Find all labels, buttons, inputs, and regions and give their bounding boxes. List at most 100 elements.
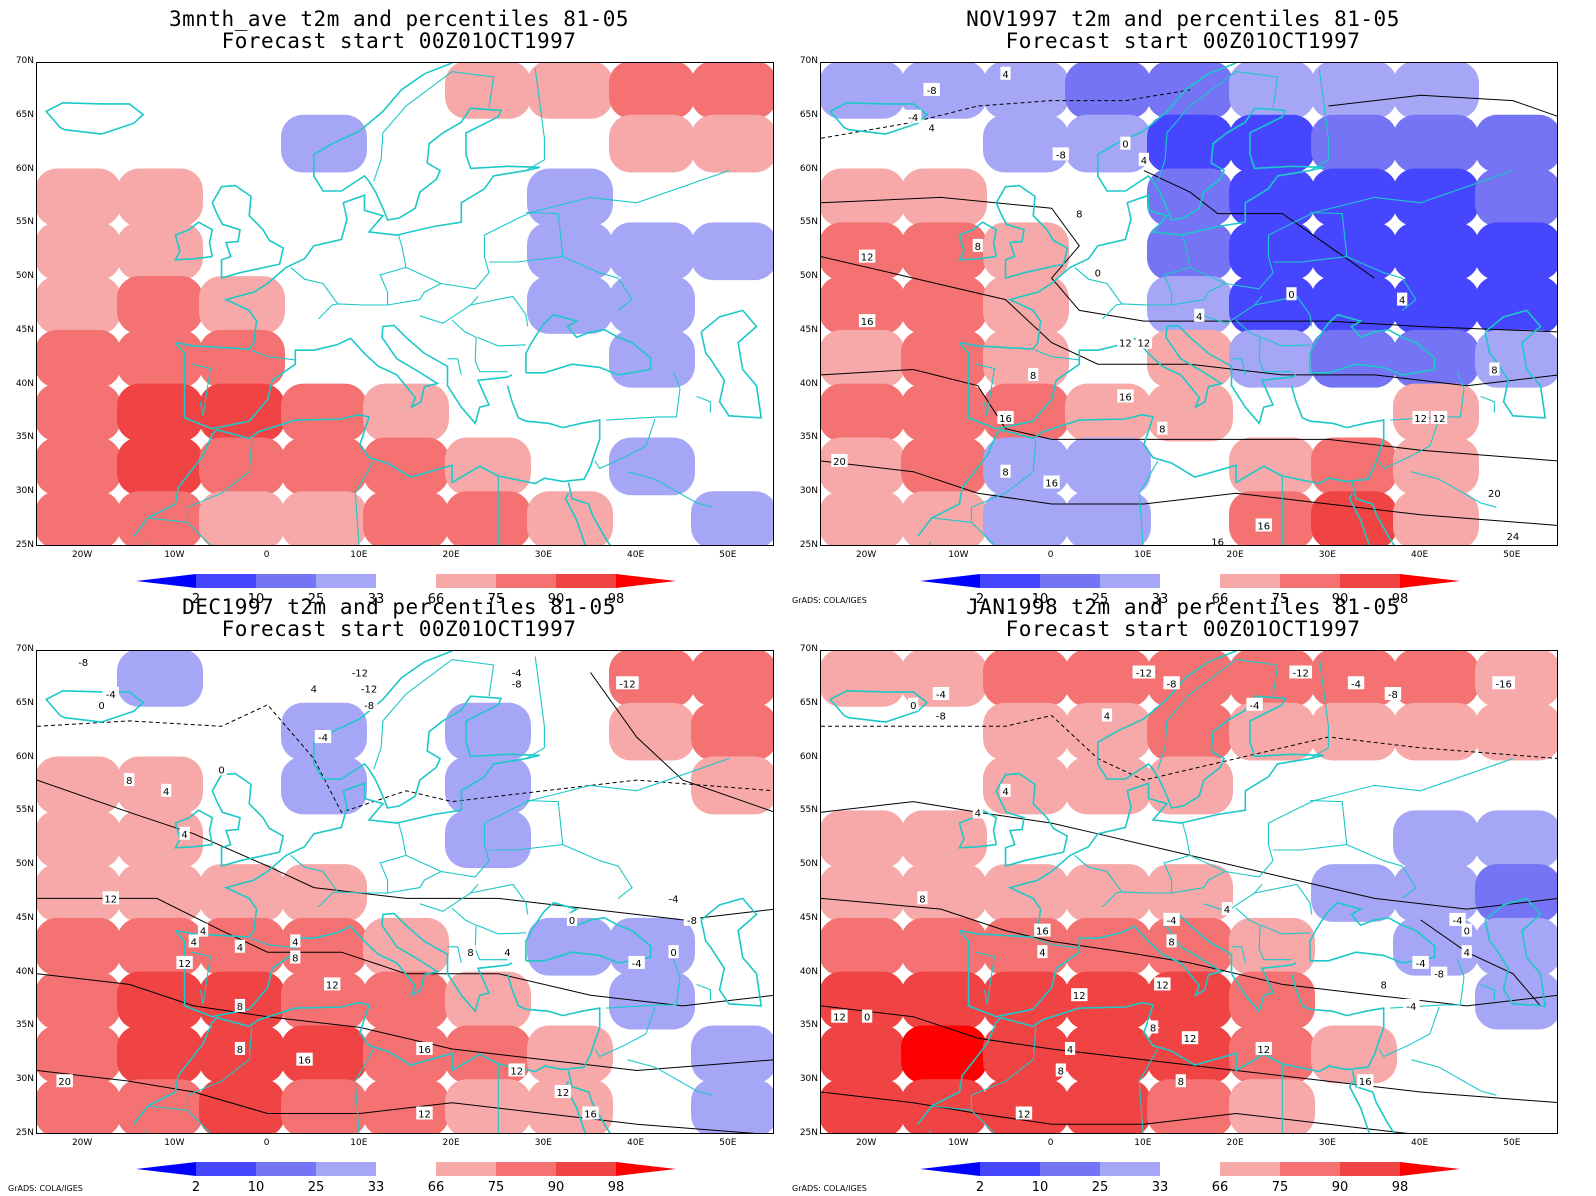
svg-text:8: 8 bbox=[1178, 1077, 1184, 1088]
colorbar-swatch bbox=[920, 574, 980, 588]
coastline bbox=[828, 101, 929, 135]
percentile-patch bbox=[445, 491, 531, 545]
svg-text:12: 12 bbox=[104, 894, 117, 905]
percentile-patch bbox=[1147, 1025, 1233, 1084]
svg-text:12: 12 bbox=[861, 253, 874, 264]
country-border bbox=[525, 656, 545, 760]
percentile-patch bbox=[1311, 222, 1397, 281]
panel-subtitle: Forecast start 00Z01OCT1997 bbox=[1005, 29, 1361, 53]
country-border bbox=[1231, 946, 1246, 964]
percentile-patch bbox=[363, 971, 449, 1030]
country-border bbox=[606, 371, 681, 421]
percentile-patch bbox=[1311, 491, 1397, 545]
colorbar-label: 98 bbox=[1391, 592, 1409, 607]
country-border bbox=[1272, 664, 1279, 697]
percentile-patch bbox=[901, 971, 987, 1030]
colorbar-swatch bbox=[1400, 574, 1460, 588]
country-border bbox=[1189, 800, 1315, 878]
panel-subtitle: Forecast start 00Z01OCT1997 bbox=[221, 29, 577, 53]
contour-label: 4 bbox=[1138, 152, 1149, 167]
grads-credit: GrADS: COLA/IGES bbox=[8, 1184, 83, 1193]
contour-label: 8 bbox=[234, 998, 246, 1013]
svg-text:4: 4 bbox=[200, 927, 206, 938]
colorbar-label: 33 bbox=[1151, 1180, 1169, 1195]
latitude-label: 55N bbox=[15, 805, 34, 816]
percentile-patch bbox=[1475, 864, 1557, 922]
percentile-patch bbox=[1065, 971, 1151, 1030]
contour-label: 12 bbox=[1117, 335, 1134, 350]
country-border bbox=[1409, 418, 1440, 458]
contour-label: 16 bbox=[858, 314, 876, 328]
longitude-label: 10E bbox=[1134, 550, 1152, 560]
percentile-patch bbox=[199, 329, 285, 388]
svg-text:-4: -4 bbox=[512, 669, 522, 680]
percentile-patch bbox=[1393, 63, 1479, 119]
percentile-patch bbox=[983, 329, 1069, 388]
country-border bbox=[1171, 283, 1226, 306]
country-border bbox=[1309, 799, 1348, 845]
colorbar-label: 66 bbox=[1211, 1180, 1229, 1195]
percentile-patch bbox=[1393, 864, 1479, 922]
country-border bbox=[1390, 959, 1465, 1009]
latitude-label: 70N bbox=[15, 644, 34, 654]
contour-label: 12 bbox=[176, 955, 193, 970]
percentile-colorbar bbox=[136, 574, 676, 588]
temperature-contour bbox=[821, 1005, 1557, 1104]
colorbar-label: 98 bbox=[607, 592, 625, 607]
latitude-label: 35N bbox=[799, 432, 818, 443]
country-border bbox=[451, 319, 508, 373]
contour-label: 20 bbox=[56, 1074, 73, 1088]
contour-label: 0 bbox=[1092, 265, 1103, 280]
percentile-patch bbox=[1229, 222, 1315, 281]
coastline bbox=[175, 63, 540, 350]
coastline bbox=[995, 184, 1069, 279]
svg-text:4: 4 bbox=[1002, 70, 1008, 81]
country-border bbox=[1189, 212, 1315, 290]
country-border bbox=[1138, 460, 1159, 494]
coastline bbox=[917, 973, 1385, 1125]
coastline bbox=[174, 809, 214, 849]
percentile-patch bbox=[445, 63, 531, 119]
svg-text:-4: -4 bbox=[936, 690, 946, 701]
percentile-patch bbox=[117, 329, 203, 388]
colorbar-label: 25 bbox=[307, 1180, 325, 1195]
percentile-patch bbox=[37, 1025, 121, 1084]
country-border bbox=[1138, 1048, 1159, 1082]
svg-text:24: 24 bbox=[1507, 532, 1520, 543]
country-border bbox=[476, 924, 526, 935]
percentile-patch bbox=[445, 756, 531, 815]
svg-text:-8: -8 bbox=[1388, 690, 1398, 701]
colorbar-swatch bbox=[980, 1162, 1040, 1176]
svg-text:12: 12 bbox=[1156, 980, 1169, 991]
temperature-contour bbox=[821, 714, 1557, 781]
contour-label: 4 bbox=[1064, 1041, 1076, 1056]
svg-text:12: 12 bbox=[1433, 414, 1446, 425]
country-border bbox=[1138, 493, 1144, 545]
longitude-label: 50E bbox=[1503, 550, 1521, 560]
longitude-label: 20W bbox=[71, 1138, 93, 1148]
country-border bbox=[187, 1109, 212, 1133]
country-border bbox=[1034, 349, 1080, 361]
contour-label: -12 bbox=[348, 665, 372, 680]
map-area: -4 -8 0 4 -12 -8 -4 -12 -4 -8 -16 4 4 8 12 16 4 4 8 -4 4 12 12… bbox=[820, 650, 1558, 1134]
coastline bbox=[133, 973, 601, 1125]
svg-text:-12: -12 bbox=[1136, 669, 1152, 680]
percentile-patch bbox=[37, 1079, 121, 1133]
percentile-patch bbox=[983, 276, 1069, 334]
svg-text:8: 8 bbox=[1159, 425, 1165, 436]
country-border bbox=[250, 937, 296, 949]
country-border bbox=[1272, 76, 1279, 109]
percentile-patch bbox=[1229, 651, 1315, 707]
colorbar-label: 2 bbox=[191, 592, 201, 607]
contour-label: 12 bbox=[1154, 977, 1171, 991]
coastline bbox=[525, 313, 652, 376]
colorbar-label: 98 bbox=[607, 1180, 625, 1195]
latitude-label: 25N bbox=[799, 540, 818, 550]
percentile-patch bbox=[983, 702, 1069, 761]
percentile-patch bbox=[691, 756, 773, 815]
colorbar-label: 98 bbox=[1391, 1180, 1409, 1195]
longitude-label: 10E bbox=[1134, 1138, 1152, 1148]
colorbar-swatch bbox=[436, 1162, 496, 1176]
percentile-patch bbox=[821, 491, 905, 545]
percentile-patch bbox=[1147, 756, 1233, 815]
